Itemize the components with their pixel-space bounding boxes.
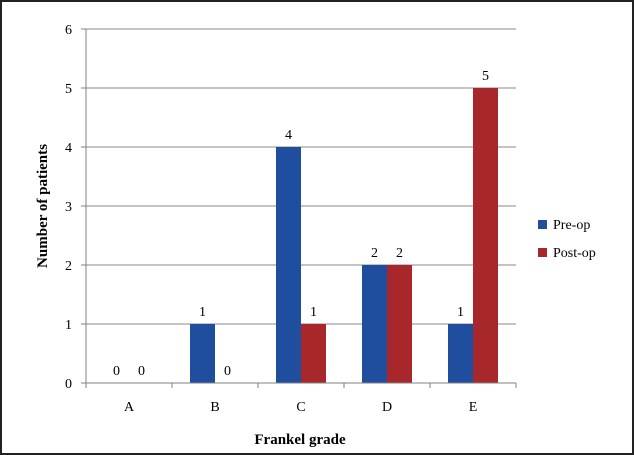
data-label: 2 <box>371 246 378 261</box>
data-label: 0 <box>113 364 120 379</box>
data-label: 0 <box>138 364 145 379</box>
x-tick-labels: A B C D E <box>124 400 477 415</box>
x-tick-label: B <box>210 400 219 415</box>
y-tick-label: 1 <box>65 318 72 333</box>
legend-swatch-pre-op <box>538 220 547 229</box>
y-tick-label: 4 <box>65 141 72 156</box>
y-tick-label: 5 <box>65 82 72 97</box>
bar-pre-op-c <box>276 147 301 383</box>
bar-pre-op-d <box>362 265 387 383</box>
x-axis-title: Frankel grade <box>254 432 346 448</box>
x-tick-label: E <box>469 400 478 415</box>
data-label: 4 <box>285 128 292 143</box>
legend-label-post-op: Post-op <box>553 246 596 261</box>
axes <box>85 29 516 384</box>
data-label: 2 <box>396 246 403 261</box>
bar-pre-op-b <box>190 324 215 383</box>
x-tick-label: A <box>124 400 135 415</box>
legend-swatch-post-op <box>538 248 547 257</box>
bars <box>190 88 498 383</box>
bar-pre-op-e <box>448 324 473 383</box>
y-tick-label: 0 <box>65 377 72 392</box>
x-tick-label: C <box>296 400 305 415</box>
data-label: 1 <box>310 305 317 320</box>
bar-post-op-e <box>473 88 498 383</box>
data-label: 5 <box>482 69 489 84</box>
data-label: 1 <box>457 305 464 320</box>
data-label: 0 <box>224 364 231 379</box>
data-label: 1 <box>199 305 206 320</box>
bar-post-op-c <box>301 324 326 383</box>
legend: Pre-op Post-op <box>538 218 596 261</box>
bar-post-op-d <box>387 265 412 383</box>
x-tick-label: D <box>382 400 392 415</box>
y-tick-label: 3 <box>65 200 72 215</box>
data-labels: 0 0 1 0 4 1 2 2 1 5 <box>113 69 489 379</box>
y-tick-labels: 0 1 2 3 4 5 6 <box>65 23 72 392</box>
y-axis-title: Number of patients <box>35 144 51 268</box>
legend-label-pre-op: Pre-op <box>553 218 590 233</box>
y-tick-label: 6 <box>65 23 72 38</box>
y-tick-label: 2 <box>65 259 72 274</box>
